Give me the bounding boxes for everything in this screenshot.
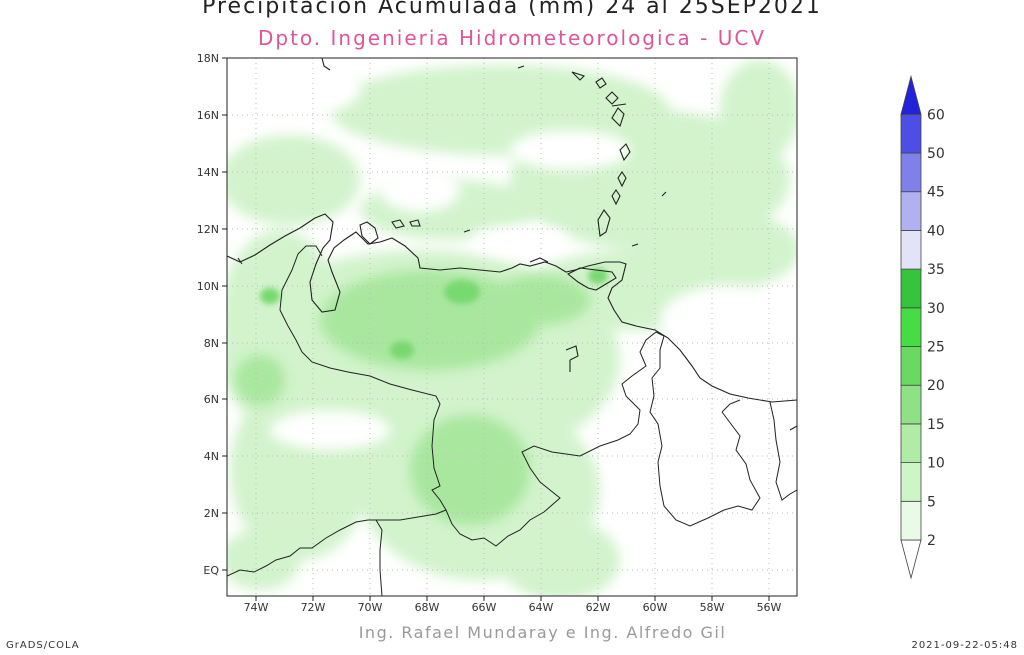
lon-label: 74W — [244, 601, 269, 614]
colorbar-level-label: 25 — [927, 340, 945, 356]
colorbar-swatch — [900, 346, 922, 386]
colorbar-level-label: 5 — [927, 494, 936, 510]
lat-label: EQ — [203, 564, 219, 577]
colorbar-level-label: 40 — [927, 223, 945, 239]
colorbar-level-label: 15 — [927, 417, 945, 433]
lon-axis: 74W 72W 70W 68W 66W 64W 62W 60W 58W 56W — [244, 601, 782, 614]
colorbar-swatch — [900, 423, 922, 463]
colorbar-swatch — [900, 268, 922, 309]
precip-field — [227, 58, 797, 596]
political-borders — [227, 245, 797, 596]
lon-label: 72W — [301, 601, 326, 614]
lat-label: 6N — [204, 393, 219, 406]
colorbar-level-label: 30 — [927, 301, 945, 317]
colorbar-level-label: 2 — [927, 533, 936, 549]
credit-line: Ing. Rafael Mundaray e Ing. Alfredo Gil — [358, 623, 727, 642]
colorbar-underflow-triangle — [900, 539, 922, 580]
lat-label: 10N — [197, 280, 219, 293]
colorbar-swatch — [900, 229, 922, 270]
colorbar-swatch — [900, 462, 922, 502]
map-subtitle: Dpto. Ingenieria Hidrometeorologica - UC… — [257, 26, 767, 50]
lon-label: 58W — [700, 601, 725, 614]
lat-label: 16N — [197, 109, 219, 122]
lat-label: 14N — [197, 166, 219, 179]
colorbar-level-label: 35 — [927, 262, 945, 278]
lat-ticks — [222, 57, 227, 571]
colorbar-level-label: 20 — [927, 378, 945, 394]
colorbar-swatch — [900, 152, 922, 193]
lat-label: 2N — [204, 507, 219, 520]
colorbar-swatch — [900, 384, 922, 425]
colorbar-swatch — [900, 500, 922, 541]
timestamp-label: 2021-09-22-05:48 — [911, 640, 1018, 651]
lon-label: 64W — [529, 601, 554, 614]
lat-axis: 18N 16N 14N 12N 10N 8N 6N 4N 2N EQ — [197, 52, 220, 577]
coastlines — [227, 58, 797, 431]
colorbar-level-label: 10 — [927, 456, 945, 472]
lat-label: 12N — [197, 223, 219, 236]
colorbar-swatch — [900, 307, 922, 347]
lat-label: 18N — [197, 52, 219, 65]
colorbar-level-label: 45 — [927, 185, 945, 201]
lon-label: 70W — [358, 601, 383, 614]
software-label: GrADS/COLA — [6, 640, 80, 651]
lon-label: 66W — [472, 601, 497, 614]
lat-label: 8N — [204, 337, 219, 350]
lon-label: 56W — [757, 601, 782, 614]
colorbar-swatch — [900, 113, 922, 154]
colorbar-level-label: 50 — [927, 146, 945, 162]
lon-label: 68W — [415, 601, 440, 614]
map-frame — [226, 57, 798, 597]
colorbar-level-label: 60 — [927, 107, 945, 123]
lon-label: 60W — [643, 601, 668, 614]
lon-label: 62W — [586, 601, 611, 614]
lat-label: 4N — [204, 450, 219, 463]
lon-ticks — [255, 596, 770, 601]
colorbar-swatch — [900, 191, 922, 231]
map-title: Precipitacion Acumulada (mm) 24 al 25SEP… — [202, 0, 822, 19]
colorbar-overflow-triangle — [900, 74, 922, 115]
grid-lines — [227, 58, 797, 596]
